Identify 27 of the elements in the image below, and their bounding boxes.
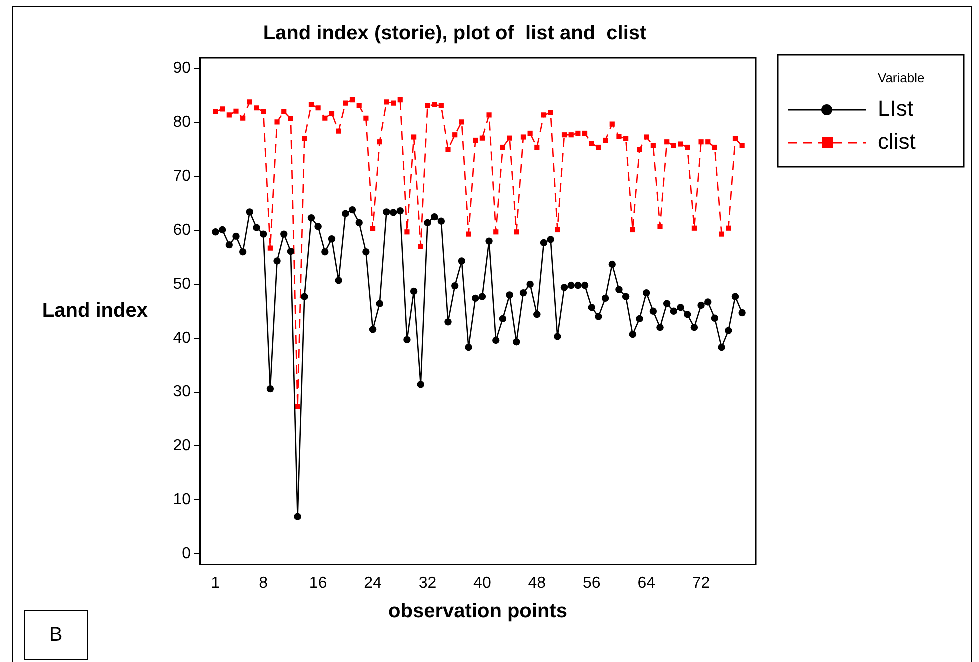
legend-label: LIst: [878, 96, 914, 122]
y-axis-title: Land index: [42, 300, 148, 322]
x-tick-label: 24: [364, 574, 382, 592]
x-tick-label: 16: [309, 574, 328, 592]
x-tick-label: 8: [259, 574, 268, 592]
x-tick-label: 48: [528, 574, 546, 592]
legend-title: Variable: [878, 70, 925, 86]
x-tick-label: 72: [692, 574, 710, 592]
y-tick-label: 70: [173, 168, 192, 186]
y-tick-label: 50: [173, 276, 192, 293]
y-tick-label: 80: [173, 114, 192, 132]
y-tick-label: 30: [173, 384, 192, 401]
x-axis-title: observation points: [388, 600, 568, 623]
y-tick-label: 40: [173, 330, 192, 347]
y-tick-label: 90: [173, 60, 192, 78]
legend-label: clist: [878, 129, 916, 154]
y-tick-label: 20: [173, 438, 192, 455]
text: B: [24, 610, 88, 660]
x-tick-label: 56: [582, 574, 601, 592]
x-tick-label: 32: [418, 574, 437, 592]
chart-title: Land index (storie), plot of list and clist: [263, 22, 648, 45]
y-tick-label: 0: [182, 545, 192, 562]
x-tick-label: 64: [638, 574, 656, 592]
y-tick-label: 60: [173, 222, 192, 239]
y-tick-label: 10: [173, 492, 192, 509]
x-tick-label: 1: [211, 574, 220, 592]
x-tick-label: 40: [474, 574, 492, 592]
